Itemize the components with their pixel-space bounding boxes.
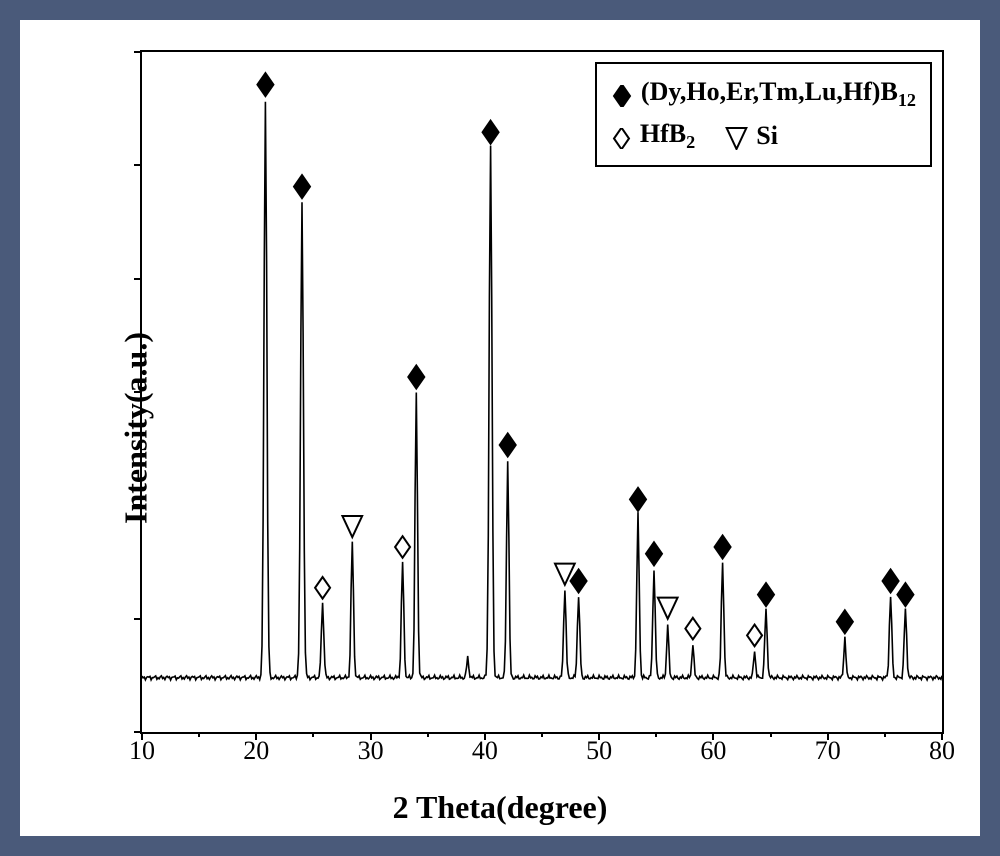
x-tick: 50 xyxy=(586,736,612,766)
y-tick-mark xyxy=(134,391,142,393)
plot-area: (Dy,Ho,Er,Tm,Lu,Hf)B12 HfB2 Si 102030405… xyxy=(140,50,944,734)
diamond-filled-icon xyxy=(611,74,633,113)
x-tick: 80 xyxy=(929,736,955,766)
x-tick-minor xyxy=(655,732,657,737)
y-tick-mark xyxy=(134,731,142,733)
x-tick-minor xyxy=(884,732,886,737)
y-tick-mark xyxy=(134,164,142,166)
x-tick-mark xyxy=(370,732,372,740)
x-tick-mark xyxy=(712,732,714,740)
legend-label-0: (Dy,Ho,Er,Tm,Lu,Hf)B12 xyxy=(641,72,916,114)
x-tick-minor xyxy=(541,732,543,737)
x-tick-minor xyxy=(198,732,200,737)
x-tick-minor xyxy=(770,732,772,737)
x-tick: 70 xyxy=(815,736,841,766)
x-tick-mark xyxy=(141,732,143,740)
x-tick-mark xyxy=(484,732,486,740)
x-tick-mark xyxy=(255,732,257,740)
x-tick-minor xyxy=(312,732,314,737)
x-axis-label: 2 Theta(degree) xyxy=(393,789,608,826)
x-tick-mark xyxy=(598,732,600,740)
x-tick-mark xyxy=(827,732,829,740)
y-tick-mark xyxy=(134,504,142,506)
legend-label-1: HfB2 xyxy=(640,114,695,156)
triangle-down-open-icon xyxy=(725,116,748,155)
x-tick: 60 xyxy=(700,736,726,766)
diamond-open-icon xyxy=(611,116,632,155)
y-tick-mark xyxy=(134,618,142,620)
legend-label-2: Si xyxy=(756,116,778,155)
y-tick-mark xyxy=(134,51,142,53)
x-tick: 20 xyxy=(243,736,269,766)
x-tick: 40 xyxy=(472,736,498,766)
legend: (Dy,Ho,Er,Tm,Lu,Hf)B12 HfB2 Si xyxy=(595,62,932,167)
x-tick: 10 xyxy=(129,736,155,766)
y-tick-mark xyxy=(134,278,142,280)
chart-container: Intensity(a.u.) (Dy,Ho,Er,Tm,Lu,Hf)B12 H… xyxy=(20,20,980,836)
x-tick-minor xyxy=(427,732,429,737)
x-tick-mark xyxy=(941,732,943,740)
x-tick: 30 xyxy=(358,736,384,766)
